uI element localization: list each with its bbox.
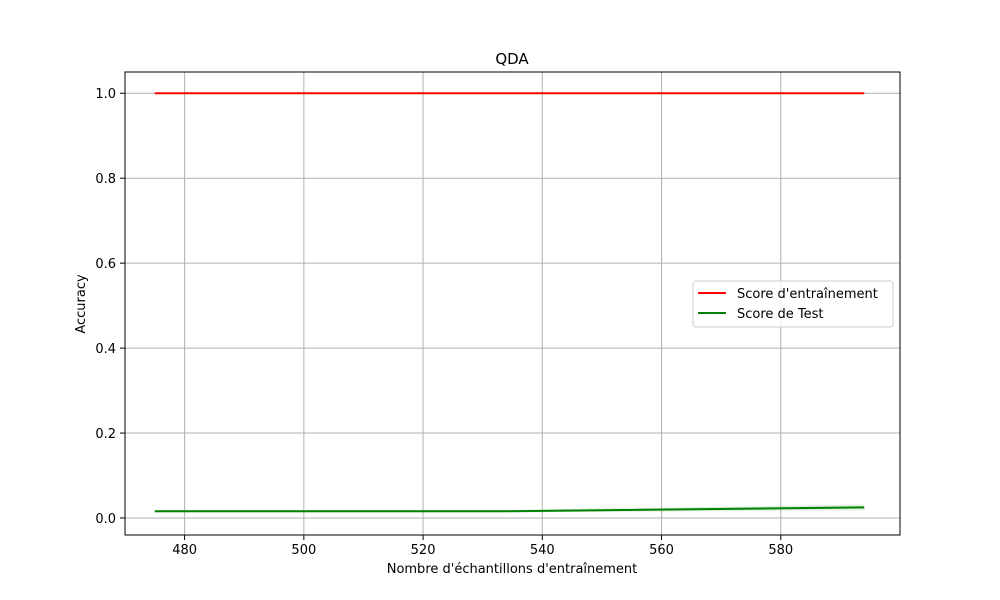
- series-lines: [154, 92, 865, 513]
- y-axis-label: Accuracy: [74, 274, 89, 334]
- y-tick-label: 0.2: [95, 427, 116, 442]
- legend-label-training-score: Score d'entraînement: [737, 287, 878, 302]
- axis-ticks: 480 500 520 540 560 580 0.0 0.2 0.4 0.6 0.8 1.0: [95, 87, 793, 558]
- x-tick-label: 500: [291, 543, 316, 558]
- chart-title: QDA: [495, 50, 529, 68]
- x-tick-label: 480: [172, 543, 197, 558]
- x-tick-label: 520: [411, 543, 436, 558]
- y-tick-label: 1.0: [95, 87, 116, 102]
- test-score-line: [154, 506, 865, 513]
- y-tick-label: 0.4: [95, 342, 116, 357]
- y-tick-label: 0.8: [95, 172, 116, 187]
- legend: Score d'entraînement Score de Test: [692, 280, 894, 328]
- x-tick-label: 580: [768, 543, 793, 558]
- plot-frame: [124, 71, 901, 536]
- x-tick-label: 560: [649, 543, 674, 558]
- y-tick-label: 0.6: [95, 257, 116, 272]
- y-tick-label: 0.0: [95, 512, 116, 527]
- x-tick-label: 540: [530, 543, 555, 558]
- x-axis-label: Nombre d'échantillons d'entraînement: [387, 562, 638, 577]
- legend-box: [692, 280, 894, 328]
- grid: [125, 72, 900, 535]
- legend-label-test-score: Score de Test: [737, 307, 824, 322]
